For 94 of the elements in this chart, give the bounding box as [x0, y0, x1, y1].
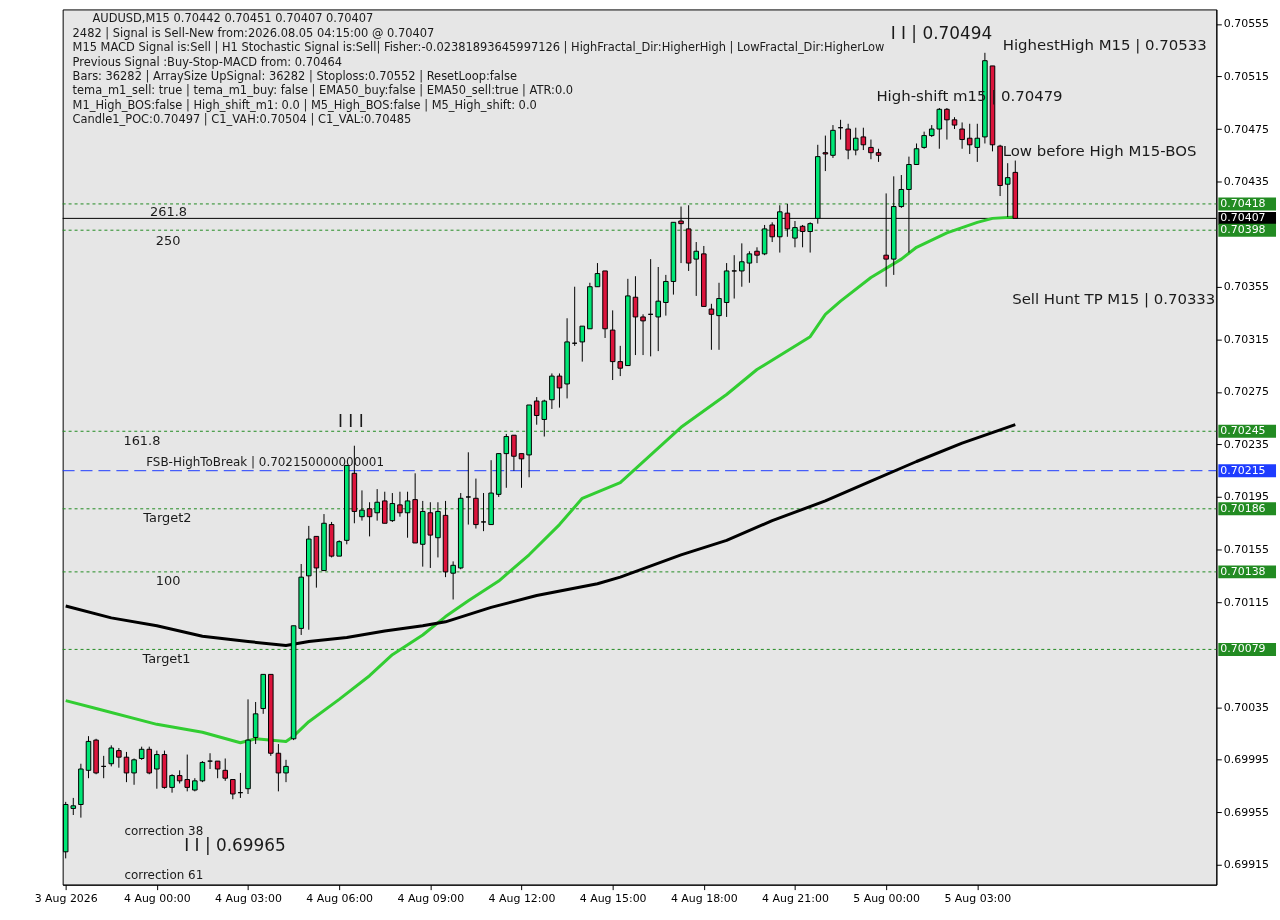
x-tick-label: 4 Aug 00:00 [123, 892, 191, 906]
candlestick [822, 135, 829, 172]
y-tick-label: 0.70155 [1223, 543, 1270, 557]
annotation: I I I [338, 410, 364, 431]
annotation: correction 38 [124, 823, 204, 838]
candlestick [868, 139, 874, 160]
x-tick-label: 4 Aug 12:00 [488, 892, 556, 906]
annotation: 250 [155, 233, 181, 249]
candlestick [579, 325, 586, 363]
candlestick [222, 757, 229, 782]
annotation: Target1 [141, 650, 191, 666]
x-tick-label: 4 Aug 18:00 [670, 892, 738, 906]
chart-title: AUDUSD,M15 0.70442 0.70451 0.70407 0.70407 [92, 11, 374, 26]
annotation: I I | 0.69965 [184, 835, 286, 856]
ref-line-label: 0.70398 [1220, 223, 1266, 237]
x-tick-label: 4 Aug 09:00 [397, 892, 465, 906]
candlestick [640, 313, 646, 356]
candlestick [359, 489, 365, 522]
candlestick [116, 747, 122, 769]
y-tick-label: 0.69955 [1223, 805, 1270, 819]
y-tick-label: 0.70475 [1223, 122, 1270, 136]
candlestick [123, 751, 130, 783]
candlestick [594, 262, 601, 288]
annotation: Bars: 36282 | ArraySize UpSignal: 36282 | Stoploss:0.70552 | ResetLoop:false [72, 69, 518, 84]
ref-line-label: 0.70186 [1220, 501, 1266, 515]
candlestick [944, 107, 950, 141]
candlestick [518, 453, 525, 489]
candlestick [108, 744, 115, 767]
y-tick-label: 0.69915 [1223, 858, 1270, 872]
x-tick-label: 3 Aug 2026 [34, 892, 98, 906]
candlestick [663, 274, 669, 317]
ref-line-label: 0.70138 [1220, 564, 1266, 578]
y-tick-label: 0.70435 [1223, 175, 1270, 189]
annotation: 261.8 [150, 203, 187, 219]
candlestick [154, 750, 160, 790]
annotation: correction 61 [124, 867, 204, 882]
y-tick-label: 0.70275 [1223, 385, 1270, 399]
annotation: Previous Signal :Buy-Stop-MACD from: 0.70464 [72, 54, 343, 69]
ref-line-label: 0.70245 [1220, 424, 1266, 438]
x-tick-label: 4 Aug 03:00 [215, 892, 282, 906]
candlestick [556, 372, 563, 409]
ref-line-label: 0.70079 [1220, 642, 1266, 656]
y-tick-label: 0.70315 [1223, 332, 1270, 346]
candlestick [480, 492, 487, 532]
annotation: 2482 | Signal is Sell-New from:2026.08.05 04:15:00 @ 0.70407 [72, 25, 435, 40]
y-tick-label: 0.70355 [1223, 280, 1270, 294]
candlestick [913, 142, 920, 165]
candlestick [655, 266, 662, 352]
ref-line-label: 0.70215 [1220, 463, 1266, 477]
candlestick [792, 220, 798, 248]
candlestick [511, 434, 517, 472]
annotation: tema_m1_sell: true | tema_m1_buy: false | EMA50_buy:false | EMA50_sell:true | ATR:0.0 [72, 83, 574, 98]
x-tick-label: 5 Aug 03:00 [944, 892, 1012, 906]
annotation: M15 MACD Signal is:Sell | H1 Stochastic Signal is:Sell| Fisher:-0.02381893645997126 | HighFractal_Dir:HigherHigh | LowFractal_Dir:HigherLow [72, 40, 885, 55]
y-tick-label: 0.70195 [1223, 490, 1270, 504]
ref-line-label: 0.70407 [1220, 211, 1266, 225]
y-tick-label: 0.70115 [1223, 595, 1270, 609]
annotation: Low before High M15-BOS [1002, 141, 1197, 160]
candlestick [374, 488, 380, 522]
candlestick [549, 372, 555, 410]
annotation: 161.8 [123, 432, 161, 448]
candlestick [169, 773, 175, 794]
x-tick-label: 4 Aug 15:00 [579, 892, 647, 906]
y-tick-label: 0.70555 [1223, 17, 1270, 31]
candlestick [450, 560, 456, 600]
y-tick-label: 0.70515 [1223, 69, 1270, 83]
candlestick [366, 501, 373, 537]
candlestick [283, 759, 289, 783]
candlestick [754, 246, 760, 264]
candlestick [632, 275, 639, 356]
candlestick [708, 303, 715, 351]
candlestick [230, 779, 236, 800]
candlestick [131, 757, 137, 786]
annotation: Target2 [142, 510, 192, 526]
x-tick-label: 4 Aug 06:00 [306, 892, 374, 906]
annotation: Candle1_POC:0.70497 | C1_VAH:0.70504 | C1_VAL:0.70485 [72, 112, 412, 127]
candlestick [404, 491, 411, 539]
candlestick [716, 282, 722, 351]
y-tick-label: 0.70235 [1223, 437, 1270, 451]
candlestick [465, 451, 472, 526]
ref-line-label: 0.70418 [1220, 196, 1266, 210]
x-tick-label: 4 Aug 21:00 [762, 892, 829, 906]
annotation: 100 [155, 573, 181, 589]
y-tick-label: 0.69995 [1223, 753, 1270, 767]
annotation: I I | 0.70494 [890, 22, 993, 43]
y-tick-label: 0.70035 [1223, 700, 1270, 714]
candlestick [252, 701, 259, 745]
annotation: HighestHigh M15 | 0.70533 [1002, 35, 1207, 54]
annotation: M1_High_BOS:false | High_shift_m1: 0.0 | M5_High_BOS:false | M5_High_shift: 0.0 [72, 97, 537, 112]
x-tick-label: 5 Aug 00:00 [853, 892, 921, 906]
candlestick [397, 491, 403, 518]
candlestick [959, 121, 965, 150]
annotation: Sell Hunt TP M15 | 0.70333 [1012, 290, 1216, 309]
candlestick [845, 123, 851, 160]
